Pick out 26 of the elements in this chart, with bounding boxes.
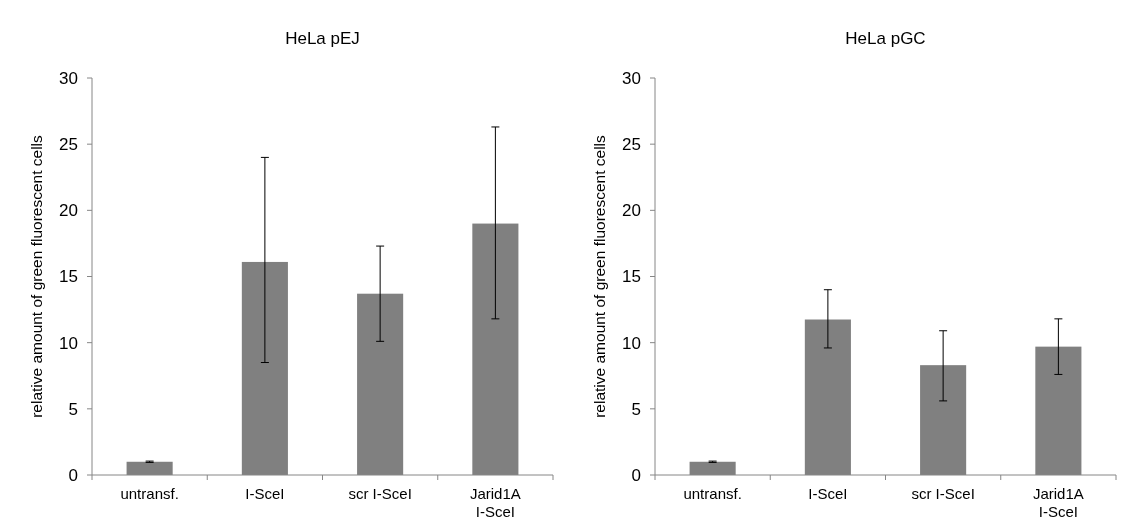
y-tick-label: 20 [622, 201, 641, 221]
y-tick-label: 5 [631, 399, 641, 419]
x-tick-label: untransf. [683, 485, 742, 502]
chart-title: HeLa pEJ [285, 29, 360, 48]
y-tick-label: 0 [631, 465, 641, 485]
y-tick-label: 5 [68, 399, 78, 419]
y-tick-label: 15 [59, 267, 78, 287]
y-tick-label: 25 [622, 135, 641, 155]
x-tick-label: I-SceI [808, 485, 848, 502]
chart-title: HeLa pGC [845, 29, 926, 48]
y-tick-label: 10 [622, 333, 641, 353]
x-tick-label: scr I-SceI [348, 485, 412, 502]
x-tick-label: I-SceI [245, 485, 285, 502]
x-tick-label: Jarid1A I-SceI [1032, 485, 1084, 520]
y-axis-title: relative amount of green fluorescent cells [28, 134, 45, 418]
y-tick-label: 30 [622, 68, 641, 88]
y-tick-label: 0 [68, 465, 78, 485]
y-tick-label: 20 [59, 201, 78, 221]
y-tick-label: 30 [59, 68, 78, 88]
y-axis-title: relative amount of green fluorescent cells [591, 134, 608, 418]
y-tick-label: 15 [622, 267, 641, 287]
y-tick-label: 10 [59, 333, 78, 353]
x-tick-label: Jarid1A I-SceI [469, 485, 521, 520]
y-tick-label: 25 [59, 135, 78, 155]
x-tick-label: untransf. [120, 485, 179, 502]
x-tick-label: scr I-SceI [911, 485, 975, 502]
